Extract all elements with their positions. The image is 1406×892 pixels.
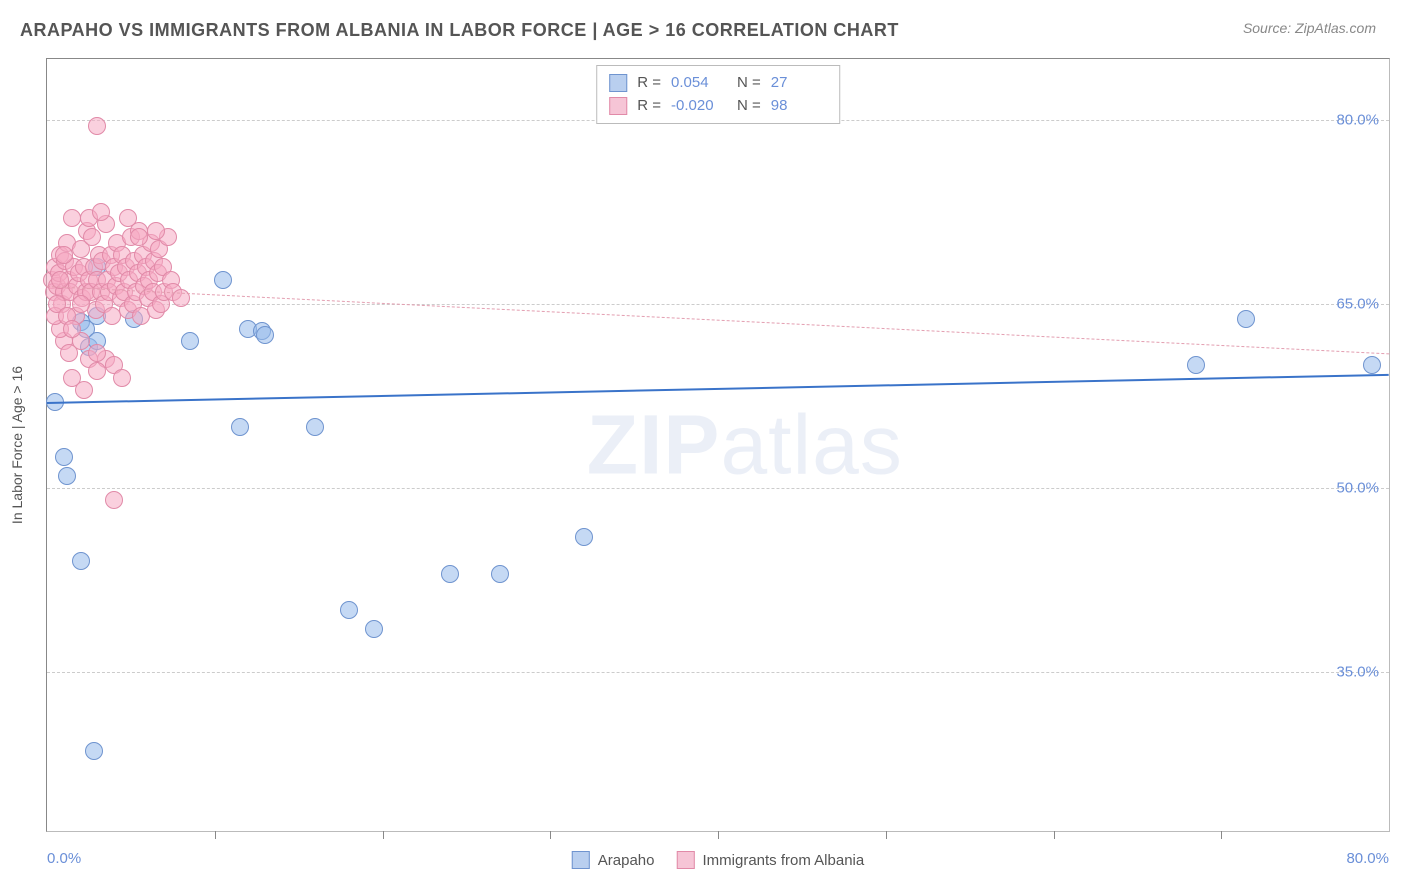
scatter-point	[63, 209, 81, 227]
scatter-point	[441, 565, 459, 583]
y-axis-label: In Labor Force | Age > 16	[9, 366, 25, 524]
trend-line	[47, 374, 1389, 404]
gridline	[47, 488, 1389, 489]
scatter-point	[88, 117, 106, 135]
stats-row-albania: R = -0.020 N = 98	[609, 95, 827, 118]
scatter-point	[55, 246, 73, 264]
r-label: R =	[637, 95, 661, 118]
scatter-point	[58, 467, 76, 485]
x-tick	[383, 831, 384, 839]
scatter-point	[75, 381, 93, 399]
series-legend: Arapaho Immigrants from Albania	[572, 851, 864, 869]
y-tick-label: 35.0%	[1336, 663, 1379, 680]
scatter-point	[55, 448, 73, 466]
scatter-point	[231, 418, 249, 436]
n-value: 27	[771, 72, 827, 95]
stats-legend: R = 0.054 N = 27 R = -0.020 N = 98	[596, 65, 840, 124]
scatter-point	[130, 228, 148, 246]
x-tick	[550, 831, 551, 839]
swatch-icon	[572, 851, 590, 869]
plot-surface: 35.0% 50.0% 65.0% 80.0%	[47, 59, 1389, 831]
scatter-point	[256, 326, 274, 344]
scatter-point	[72, 295, 90, 313]
y-tick-label: 80.0%	[1336, 112, 1379, 129]
scatter-point	[214, 271, 232, 289]
x-axis-min: 0.0%	[47, 850, 81, 867]
x-tick	[1054, 831, 1055, 839]
legend-item-albania: Immigrants from Albania	[676, 851, 864, 869]
scatter-point	[365, 620, 383, 638]
r-value: -0.020	[671, 95, 727, 118]
legend-item-arapaho: Arapaho	[572, 851, 655, 869]
scatter-point	[340, 601, 358, 619]
scatter-point	[72, 552, 90, 570]
legend-label: Immigrants from Albania	[702, 852, 864, 869]
scatter-point	[88, 344, 106, 362]
r-value: 0.054	[671, 72, 727, 95]
gridline	[47, 304, 1389, 305]
scatter-point	[113, 369, 131, 387]
swatch-icon	[609, 97, 627, 115]
scatter-point	[105, 491, 123, 509]
x-tick	[718, 831, 719, 839]
scatter-point	[119, 209, 137, 227]
scatter-point	[491, 565, 509, 583]
chart-title: ARAPAHO VS IMMIGRANTS FROM ALBANIA IN LA…	[20, 20, 899, 41]
source-credit: Source: ZipAtlas.com	[1243, 20, 1376, 36]
scatter-point	[92, 203, 110, 221]
chart-area: 35.0%50.0%65.0%80.0% ZIPatlas In Labor F…	[46, 58, 1390, 832]
swatch-icon	[609, 74, 627, 92]
x-tick	[1221, 831, 1222, 839]
scatter-point	[1237, 310, 1255, 328]
y-tick-label: 65.0%	[1336, 296, 1379, 313]
scatter-point	[147, 222, 165, 240]
y-tick-label: 50.0%	[1336, 479, 1379, 496]
scatter-point	[181, 332, 199, 350]
scatter-point	[1363, 356, 1381, 374]
r-label: R =	[637, 72, 661, 95]
legend-label: Arapaho	[598, 852, 655, 869]
x-tick	[215, 831, 216, 839]
scatter-point	[306, 418, 324, 436]
scatter-point	[60, 344, 78, 362]
swatch-icon	[676, 851, 694, 869]
scatter-point	[85, 742, 103, 760]
gridline	[47, 672, 1389, 673]
x-tick	[886, 831, 887, 839]
n-label: N =	[737, 72, 761, 95]
x-axis-max: 80.0%	[1346, 850, 1389, 867]
scatter-point	[1187, 356, 1205, 374]
scatter-point	[575, 528, 593, 546]
stats-row-arapaho: R = 0.054 N = 27	[609, 72, 827, 95]
n-value: 98	[771, 95, 827, 118]
n-label: N =	[737, 95, 761, 118]
scatter-point	[63, 320, 81, 338]
scatter-point	[88, 362, 106, 380]
